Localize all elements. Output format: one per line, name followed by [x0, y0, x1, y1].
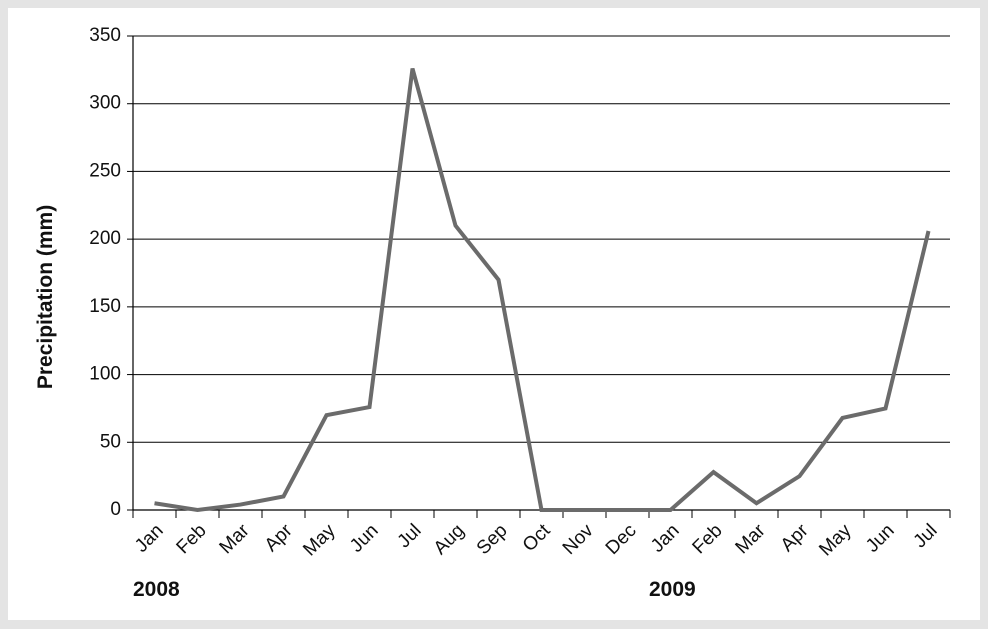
y-tick-label: 250: [89, 160, 121, 181]
y-tick-label: 100: [89, 364, 121, 385]
panel: [8, 8, 980, 620]
y-tick-label: 0: [110, 499, 121, 520]
y-tick-label: 50: [100, 431, 121, 452]
y-axis-title: Precipitation (mm): [34, 205, 57, 389]
data-line: [154, 67, 931, 513]
year-label: 2009: [649, 578, 696, 601]
y-tick-label: 300: [89, 93, 121, 114]
y-tick-label: 350: [89, 25, 121, 46]
year-label: 2008: [133, 578, 180, 601]
y-tick-label: 150: [89, 296, 121, 317]
y-tick-label: 200: [89, 228, 121, 249]
